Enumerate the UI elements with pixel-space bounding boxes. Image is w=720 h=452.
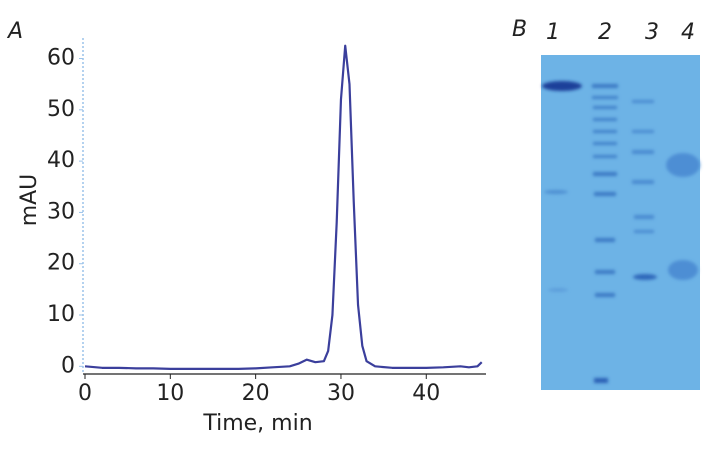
lane-label: 4 [681,20,695,45]
y-tick-label: 0 [61,353,75,378]
lane-label: 3 [645,20,659,45]
y-tick-label: 10 [47,302,75,327]
gel-bands [542,81,700,383]
y-axis-title: mAU [17,174,42,227]
lane-label: 2 [598,20,612,45]
x-axis-title: Time, min [202,411,312,436]
gel [541,55,700,390]
data-line [84,44,483,370]
x-tick-label: 20 [242,381,270,406]
x-tick-label: 40 [412,381,440,406]
x-tick-label: 0 [78,381,92,406]
lane-label: 1 [546,20,560,45]
panel-label: B [512,17,527,42]
y-tick-label: 30 [47,199,75,224]
panel-label: A [6,19,23,44]
x-tick-label: 30 [327,381,355,406]
y-tick-label: 40 [47,148,75,173]
y-tick-label: 50 [47,97,75,122]
y-tick-label: 20 [47,251,75,276]
gel-body [541,55,700,390]
y-tick-label: 60 [47,46,75,71]
x-tick-label: 10 [156,381,184,406]
